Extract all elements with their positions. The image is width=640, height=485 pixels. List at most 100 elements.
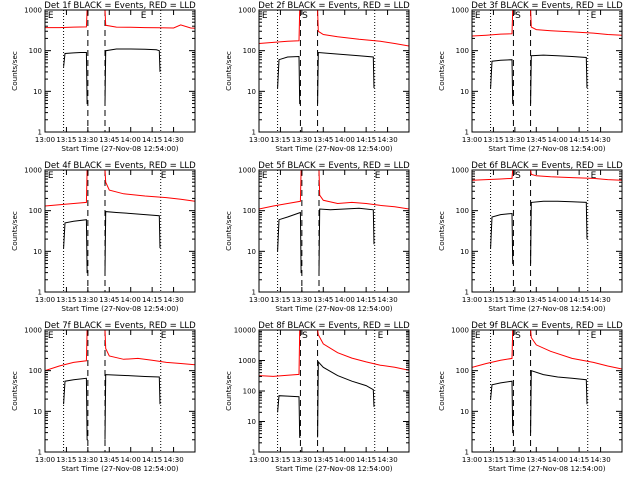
end-marker-e: E [262,11,268,21]
events-series-line [317,51,375,104]
lld-series-line [259,10,301,44]
x-tick-label: 14:30 [163,296,183,304]
x-tick-label: 14:30 [590,136,610,144]
x-tick-label: 13:15 [270,296,290,304]
x-axis-label: Start Time (27-Nov-08 12:54:00) [275,464,392,473]
events-series-line [63,52,88,105]
y-axis-label: Counts/sec [437,211,446,251]
series-group [45,170,195,274]
y-tick-label: 100 [243,207,256,215]
y-axis-label: Counts/sec [10,371,19,411]
y-tick-label: 1 [38,129,42,137]
y-tick-label: 1000 [451,327,469,335]
plot-frame [258,329,410,453]
y-tick-label: 100 [29,207,42,215]
plot-frame [471,329,623,453]
panel-title: Det 7f BLACK = Events, RED = LLD [44,321,196,331]
x-tick-label: 13:30 [292,136,312,144]
lld-series-line [472,10,514,37]
y-tick-label: 1000 [24,167,42,175]
series-group [472,170,622,265]
series-group [259,10,409,105]
lld-series-line [530,330,622,370]
x-tick-label: 13:45 [99,136,119,144]
y-tick-label: 10 [33,248,42,256]
y-tick-label: 100 [29,47,42,55]
x-tick-label: 14:15 [356,296,376,304]
x-tick-label: 14:15 [569,296,589,304]
x-tick-label: 13:30 [505,296,525,304]
x-tick-label: 13:15 [270,456,290,464]
y-axis-label: Counts/sec [224,51,233,91]
lld-series-line [104,330,195,366]
panel-title: Det 8f BLACK = Events, RED = LLD [258,321,410,331]
start-marker-s: S [515,171,521,181]
lld-series-line [472,170,514,181]
lld-series-line [45,10,88,29]
end-marker-e: E [262,171,268,181]
x-tick-label: 14:30 [590,456,610,464]
series-group [259,170,409,274]
x-tick-label: 14:00 [121,296,141,304]
events-series-line [277,55,301,105]
x-tick-label: 13:00 [462,136,482,144]
lld-series-line [318,170,409,210]
end-marker-e: E [591,171,597,181]
y-axis-label: Counts/sec [10,51,19,91]
y-tick-label: 1 [465,129,469,137]
x-tick-label: 13:15 [483,136,503,144]
panel-title: Det 9f BLACK = Events, RED = LLD [471,321,623,331]
series-group [45,10,195,105]
x-tick-label: 13:00 [462,296,482,304]
y-tick-label: 1000 [238,7,256,15]
x-tick-label: 13:45 [313,456,333,464]
lld-series-line [45,330,88,372]
panel-det-6f: Det 6f BLACK = Events, RED = LLD 13:00 13:… [437,161,623,313]
x-tick-label: 14:00 [548,456,568,464]
y-tick-label: 1000 [451,7,469,15]
events-series-line [104,48,161,104]
x-tick-label: 14:00 [335,136,355,144]
plot-frame [258,9,410,133]
panel-title: Det 6f BLACK = Events, RED = LLD [471,161,623,171]
x-tick-label: 13:30 [505,456,525,464]
end-marker-e: E [475,11,481,21]
lld-series-line [317,330,409,371]
lld-series-line [104,10,195,29]
x-tick-label: 14:15 [142,296,162,304]
lld-series-line [45,170,88,207]
y-tick-label: 100 [456,367,469,375]
y-tick-label: 1000 [24,327,42,335]
x-tick-label: 13:30 [292,296,312,304]
lld-series-line [104,170,195,202]
x-tick-label: 14:00 [548,136,568,144]
x-tick-label: 14:00 [335,296,355,304]
x-tick-label: 13:30 [78,296,98,304]
x-tick-label: 14:00 [121,136,141,144]
start-marker-s: S [515,11,521,21]
events-series-line [530,200,588,264]
x-tick-label: 13:15 [56,296,76,304]
events-series-line [277,395,301,438]
x-tick-label: 13:15 [56,456,76,464]
events-series-line [63,377,88,441]
x-tick-label: 13:45 [526,296,546,304]
y-tick-label: 1 [38,289,42,297]
end-marker-e: E [141,11,147,21]
lld-series-line [530,170,622,181]
lld-series-line [472,330,514,368]
y-tick-label: 1000 [24,7,42,15]
panel-title: Det 5f BLACK = Events, RED = LLD [258,161,410,171]
end-marker-e: E [161,331,167,341]
end-marker-e: E [48,11,54,21]
events-series-line [277,211,302,274]
lld-series-line [259,330,301,377]
y-tick-label: 1 [252,129,256,137]
events-series-line [104,374,161,440]
x-tick-label: 13:30 [78,136,98,144]
